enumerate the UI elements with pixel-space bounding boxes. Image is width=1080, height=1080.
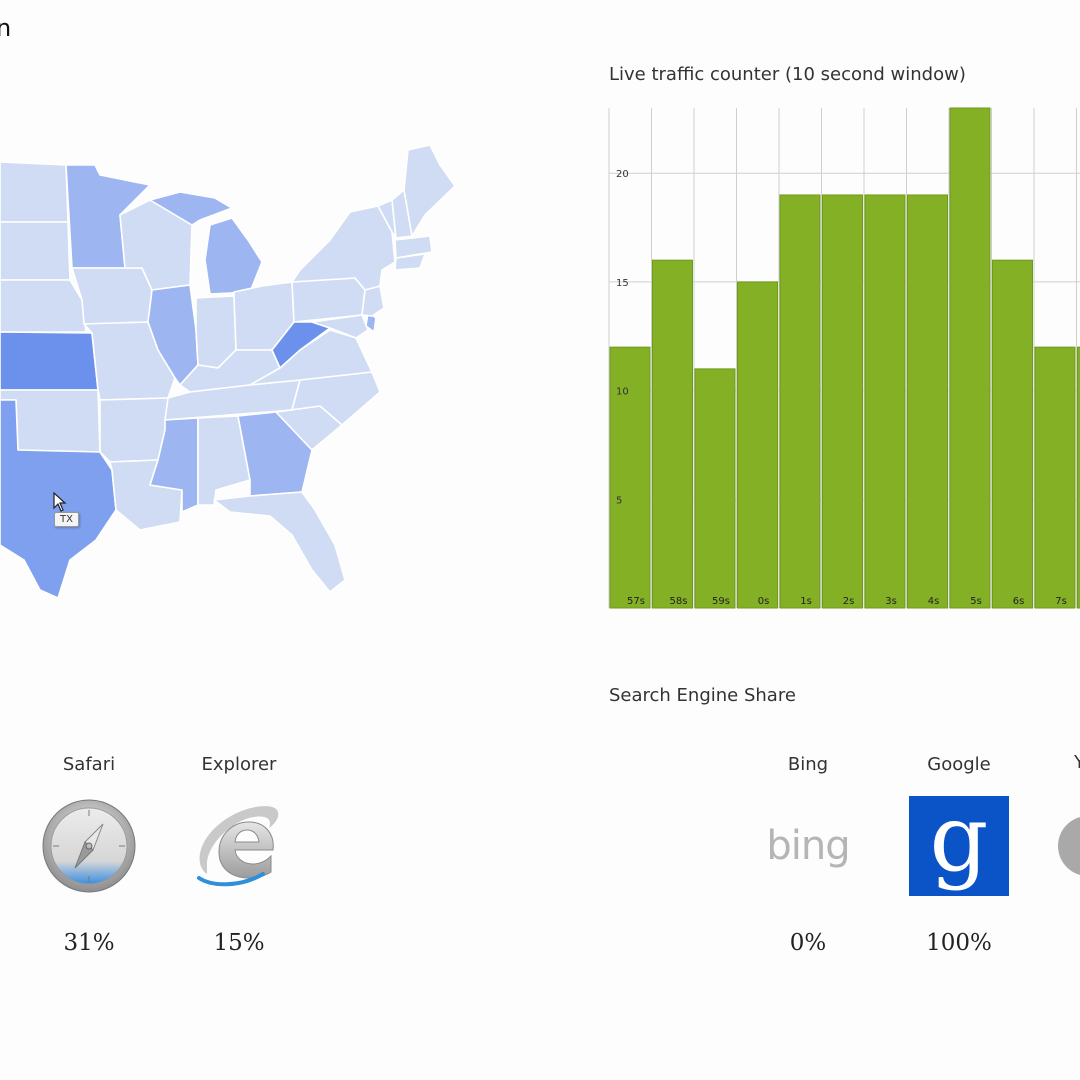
- safari-compass-icon: [39, 796, 139, 896]
- traffic-bar[interactable]: [949, 107, 991, 609]
- traffic-bar[interactable]: [694, 368, 736, 609]
- bing-logo-text: bing: [766, 823, 850, 869]
- y-tick-label: 15: [616, 278, 629, 289]
- google-logo-text: g: [909, 793, 1009, 896]
- share-percent: 15%: [213, 930, 265, 956]
- search-share-title: Search Engine Share: [609, 685, 796, 706]
- mouse-cursor-icon: [53, 492, 67, 512]
- map-state-ia[interactable]: [71, 267, 153, 325]
- x-tick-label: 57s: [627, 596, 645, 607]
- map-state-fl[interactable]: [213, 491, 346, 593]
- page-title: n: [0, 14, 12, 42]
- traffic-bar[interactable]: [1077, 346, 1080, 609]
- map-tooltip: TX: [54, 512, 79, 527]
- x-tick-label: 1s: [800, 596, 812, 607]
- x-tick-label: 3s: [885, 596, 897, 607]
- map-state-md[interactable]: [311, 314, 369, 339]
- yahoo-logo: [1058, 816, 1080, 876]
- map-state-mi[interactable]: [204, 217, 263, 295]
- search-share-google[interactable]: Google g 100%: [899, 752, 1019, 956]
- share-percent: 31%: [63, 930, 115, 956]
- x-tick-label: 58s: [670, 596, 688, 607]
- traffic-bar[interactable]: [864, 194, 906, 609]
- map-state-ar[interactable]: [99, 397, 169, 463]
- traffic-bar[interactable]: [992, 259, 1033, 609]
- x-tick-label: 59s: [712, 596, 730, 607]
- x-tick-label: 2s: [843, 596, 855, 607]
- map-state-ct-ri[interactable]: [394, 253, 426, 271]
- internet-explorer-icon: [189, 796, 289, 896]
- x-tick-label: 7s: [1055, 596, 1067, 607]
- x-tick-label: 6s: [1013, 596, 1025, 607]
- chart-x-ticks: 57s58s59s0s1s2s3s4s5s6s7s8s: [627, 596, 1067, 607]
- map-state-ne[interactable]: [0, 279, 87, 333]
- us-visitor-map[interactable]: [0, 130, 470, 610]
- x-tick-label: 5s: [970, 596, 982, 607]
- search-share-label-yahoo: Y: [1074, 752, 1080, 773]
- chart-bars[interactable]: [609, 107, 1080, 609]
- traffic-bar[interactable]: [907, 194, 948, 609]
- map-state-me[interactable]: [403, 144, 456, 237]
- traffic-bar[interactable]: [609, 346, 651, 609]
- share-label: Explorer: [201, 754, 277, 775]
- map-state-ks[interactable]: [0, 331, 99, 391]
- y-tick-label: 10: [616, 387, 629, 398]
- google-logo: g: [909, 793, 1009, 896]
- traffic-bar[interactable]: [1034, 346, 1076, 609]
- map-state-ny[interactable]: [291, 205, 396, 291]
- traffic-bar[interactable]: [737, 281, 778, 609]
- search-share-bing[interactable]: Bing bing 0%: [748, 752, 868, 956]
- map-state-ma[interactable]: [394, 235, 433, 259]
- y-tick-label: 5: [616, 495, 622, 506]
- us-map-svg[interactable]: [0, 130, 470, 610]
- traffic-chart-title: Live traffic counter (10 second window): [609, 64, 966, 85]
- share-label: Safari: [62, 754, 116, 775]
- traffic-bar[interactable]: [779, 194, 821, 609]
- chart-y-ticks: 5 10 15 20: [616, 169, 629, 506]
- traffic-bar[interactable]: [822, 194, 863, 609]
- share-label: Bing: [787, 754, 829, 775]
- share-percent: 100%: [926, 930, 992, 956]
- share-label: Google: [927, 754, 991, 775]
- browser-share-safari[interactable]: Safari: [29, 752, 149, 956]
- map-state-sd[interactable]: [0, 221, 71, 281]
- traffic-bar[interactable]: [652, 259, 693, 609]
- x-tick-label: 4s: [928, 596, 940, 607]
- map-state-nd[interactable]: [0, 161, 69, 223]
- x-tick-label: 0s: [758, 596, 770, 607]
- share-percent: 0%: [789, 930, 827, 956]
- browser-share-explorer[interactable]: Explorer 15%: [179, 752, 299, 956]
- bing-logo: bing: [758, 796, 858, 896]
- y-tick-label: 20: [616, 169, 629, 180]
- map-state-mi-up[interactable]: [149, 191, 233, 226]
